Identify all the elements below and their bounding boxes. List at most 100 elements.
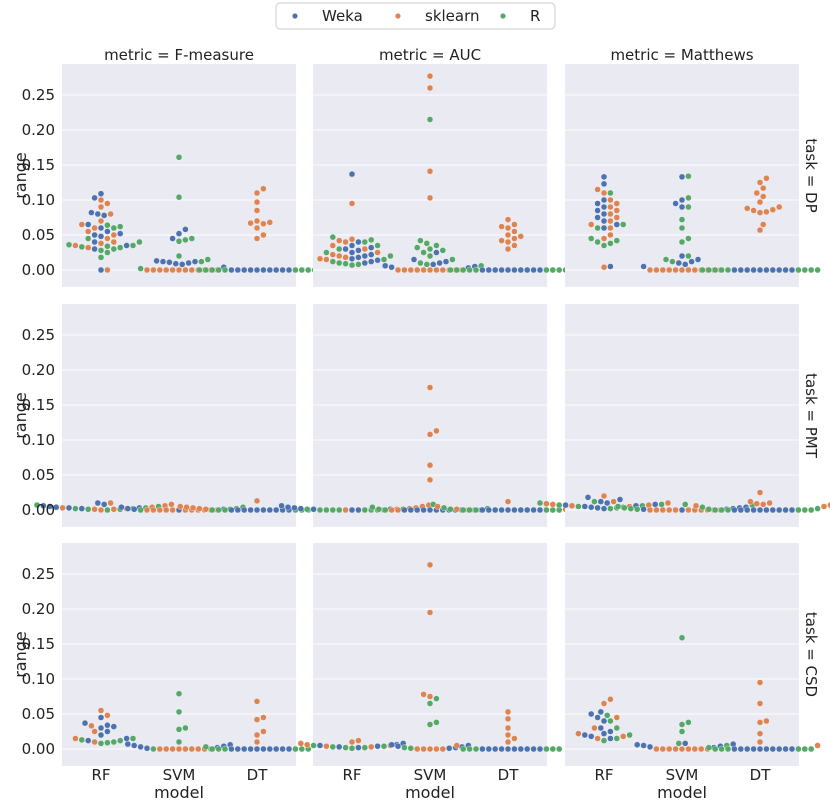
point-sklearn bbox=[659, 745, 666, 753]
point-weka bbox=[492, 745, 499, 753]
point-weka bbox=[374, 743, 381, 750]
point-sklearn bbox=[329, 242, 336, 249]
point-sklearn bbox=[769, 206, 776, 213]
point-weka bbox=[101, 212, 108, 219]
point-weka bbox=[361, 252, 368, 260]
point-weka bbox=[769, 745, 776, 753]
point-weka bbox=[600, 730, 608, 737]
point-sklearn bbox=[613, 714, 620, 721]
point-r bbox=[204, 256, 211, 263]
point-weka bbox=[284, 504, 292, 511]
point-weka bbox=[581, 731, 588, 739]
point-r bbox=[196, 266, 203, 274]
point-r bbox=[614, 503, 622, 510]
legend-marker-weka bbox=[292, 13, 298, 19]
column-title: metric = AUC bbox=[379, 46, 481, 64]
point-r bbox=[336, 245, 343, 253]
y-tick-label: 0.15 bbox=[22, 396, 55, 414]
point-sklearn bbox=[760, 221, 767, 228]
point-r bbox=[150, 745, 157, 753]
point-r bbox=[137, 506, 144, 514]
point-r bbox=[342, 744, 349, 751]
point-weka bbox=[616, 496, 624, 503]
point-weka bbox=[247, 745, 254, 753]
point-sklearn bbox=[401, 266, 408, 274]
point-r bbox=[78, 736, 85, 744]
point-weka bbox=[368, 244, 375, 251]
point-r bbox=[104, 243, 111, 250]
point-r bbox=[292, 266, 299, 274]
point-weka bbox=[104, 228, 111, 235]
point-weka bbox=[260, 506, 267, 514]
point-sklearn bbox=[692, 502, 700, 509]
point-r bbox=[447, 506, 454, 513]
point-r bbox=[685, 719, 692, 726]
point-sklearn bbox=[672, 266, 679, 274]
point-sklearn bbox=[426, 84, 434, 92]
point-r bbox=[369, 504, 376, 511]
point-r bbox=[110, 245, 117, 253]
point-sklearn bbox=[97, 196, 105, 204]
point-sklearn bbox=[549, 501, 556, 508]
point-weka bbox=[600, 210, 608, 218]
point-weka bbox=[374, 257, 381, 264]
legend-marker-sklearn bbox=[395, 13, 401, 19]
point-sklearn bbox=[342, 238, 349, 246]
point-sklearn bbox=[329, 251, 336, 258]
point-r bbox=[129, 735, 137, 742]
point-weka bbox=[433, 249, 440, 256]
point-weka bbox=[600, 180, 608, 188]
point-r bbox=[414, 244, 421, 251]
point-weka bbox=[682, 261, 689, 268]
point-weka bbox=[91, 238, 98, 246]
point-weka bbox=[600, 203, 608, 211]
point-sklearn bbox=[613, 207, 620, 214]
point-sklearn bbox=[763, 208, 770, 216]
point-weka bbox=[600, 173, 608, 181]
point-weka bbox=[97, 190, 105, 197]
y-tick-label: 0.05 bbox=[22, 705, 55, 723]
point-weka bbox=[756, 745, 764, 753]
point-sklearn bbox=[588, 221, 595, 228]
point-weka bbox=[348, 170, 356, 178]
y-axis-label: range bbox=[11, 631, 30, 678]
point-sklearn bbox=[426, 384, 434, 391]
point-sklearn bbox=[607, 231, 614, 239]
point-weka bbox=[355, 247, 362, 254]
point-weka bbox=[291, 504, 298, 512]
point-sklearn bbox=[189, 504, 197, 512]
point-r bbox=[440, 504, 448, 512]
point-sklearn bbox=[511, 228, 518, 235]
point-weka bbox=[253, 745, 261, 753]
point-sklearn bbox=[342, 506, 349, 514]
point-weka bbox=[594, 714, 601, 721]
point-sklearn bbox=[504, 216, 512, 223]
point-r bbox=[423, 240, 430, 247]
facet-panel-r1-c2 bbox=[536, 304, 830, 527]
point-sklearn bbox=[685, 745, 692, 753]
point-sklearn bbox=[104, 200, 111, 207]
point-r bbox=[795, 506, 802, 514]
point-weka bbox=[394, 743, 402, 750]
point-weka bbox=[536, 266, 544, 274]
point-sklearn bbox=[691, 266, 698, 274]
point-weka bbox=[159, 258, 167, 265]
point-sklearn bbox=[504, 245, 512, 253]
point-weka bbox=[88, 209, 95, 216]
point-r bbox=[724, 745, 732, 753]
point-weka bbox=[594, 504, 601, 512]
point-weka bbox=[788, 506, 796, 514]
point-sklearn bbox=[433, 745, 440, 753]
point-sklearn bbox=[607, 203, 614, 211]
point-sklearn bbox=[59, 504, 66, 512]
point-weka bbox=[597, 724, 604, 732]
point-sklearn bbox=[97, 217, 105, 225]
point-weka bbox=[234, 506, 241, 514]
point-sklearn bbox=[253, 198, 261, 206]
x-tick-label: SVM bbox=[414, 766, 447, 784]
point-sklearn bbox=[253, 497, 261, 505]
point-weka bbox=[234, 266, 241, 274]
point-r bbox=[549, 745, 556, 753]
y-axis-label: range bbox=[11, 392, 30, 439]
point-weka bbox=[788, 266, 796, 274]
